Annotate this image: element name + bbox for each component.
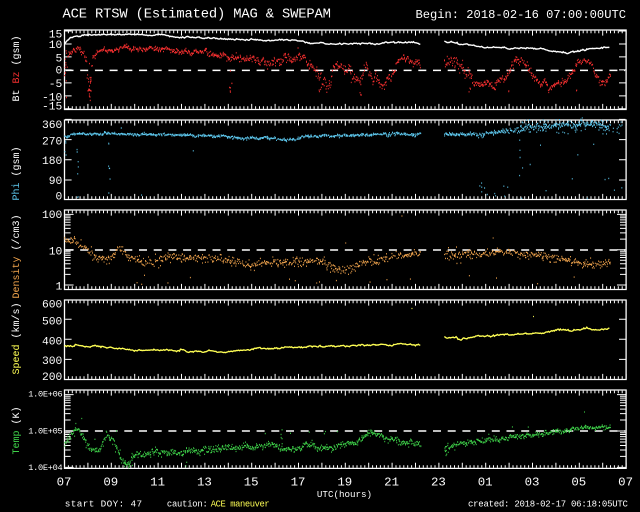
svg-text:Density (/cm3): Density (/cm3) — [11, 214, 23, 298]
svg-text:09: 09 — [103, 476, 118, 490]
svg-text:17: 17 — [291, 476, 306, 490]
svg-text:Phi (gsm): Phi (gsm) — [11, 146, 23, 200]
svg-text:400: 400 — [42, 337, 63, 349]
svg-text:1: 1 — [56, 282, 63, 294]
svg-text:180: 180 — [42, 156, 63, 168]
svg-text:1.0E+05: 1.0E+05 — [28, 427, 62, 437]
svg-text:Speed (km/s): Speed (km/s) — [11, 302, 23, 374]
svg-text:0: 0 — [56, 192, 63, 204]
svg-text:270: 270 — [42, 136, 63, 148]
svg-text:UTC(hours): UTC(hours) — [317, 489, 372, 500]
svg-text:300: 300 — [42, 356, 63, 368]
svg-text:05: 05 — [571, 476, 586, 490]
svg-text:500: 500 — [42, 317, 63, 329]
svg-text:03: 03 — [525, 476, 540, 490]
svg-text:-10: -10 — [42, 93, 63, 105]
svg-text:1.0E+06: 1.0E+06 — [28, 389, 62, 399]
svg-text:200: 200 — [42, 372, 63, 384]
svg-text:01: 01 — [478, 476, 493, 490]
svg-text:ACE maneuver: ACE maneuver — [211, 499, 270, 509]
svg-text:23: 23 — [431, 476, 446, 490]
svg-text:0: 0 — [56, 66, 63, 78]
svg-text:90: 90 — [49, 176, 63, 188]
svg-text:10: 10 — [49, 40, 63, 52]
svg-text:Begin: 2018-02-16 07:00:00UTC: Begin: 2018-02-16 07:00:00UTC — [416, 8, 626, 22]
svg-text:-15: -15 — [42, 102, 63, 114]
svg-text:caution:: caution: — [167, 499, 208, 509]
svg-text:created: 2018-02-17 06:18:05UT: created: 2018-02-17 06:18:05UTC — [468, 499, 629, 509]
svg-text:600: 600 — [42, 300, 63, 312]
svg-text:ACE RTSW (Estimated) MAG & SWE: ACE RTSW (Estimated) MAG & SWEPAM — [63, 6, 331, 22]
svg-text:start DOY: 47: start DOY: 47 — [65, 498, 143, 509]
svg-text:15: 15 — [244, 476, 259, 490]
svg-text:21: 21 — [384, 476, 399, 490]
svg-text:07: 07 — [618, 476, 633, 490]
svg-text:Bt Bz (gsm): Bt Bz (gsm) — [11, 35, 23, 101]
svg-text:11: 11 — [150, 476, 165, 490]
svg-text:5: 5 — [56, 53, 63, 65]
svg-text:100: 100 — [42, 210, 63, 222]
svg-text:360: 360 — [42, 120, 63, 132]
svg-text:19: 19 — [337, 476, 352, 490]
svg-text:07: 07 — [57, 476, 72, 490]
svg-text:Temp (K): Temp (K) — [11, 406, 23, 454]
svg-text:1.0E+04: 1.0E+04 — [28, 463, 62, 473]
svg-text:15: 15 — [49, 30, 63, 42]
svg-text:10: 10 — [49, 247, 63, 259]
svg-text:13: 13 — [197, 476, 212, 490]
svg-text:-5: -5 — [49, 79, 63, 91]
